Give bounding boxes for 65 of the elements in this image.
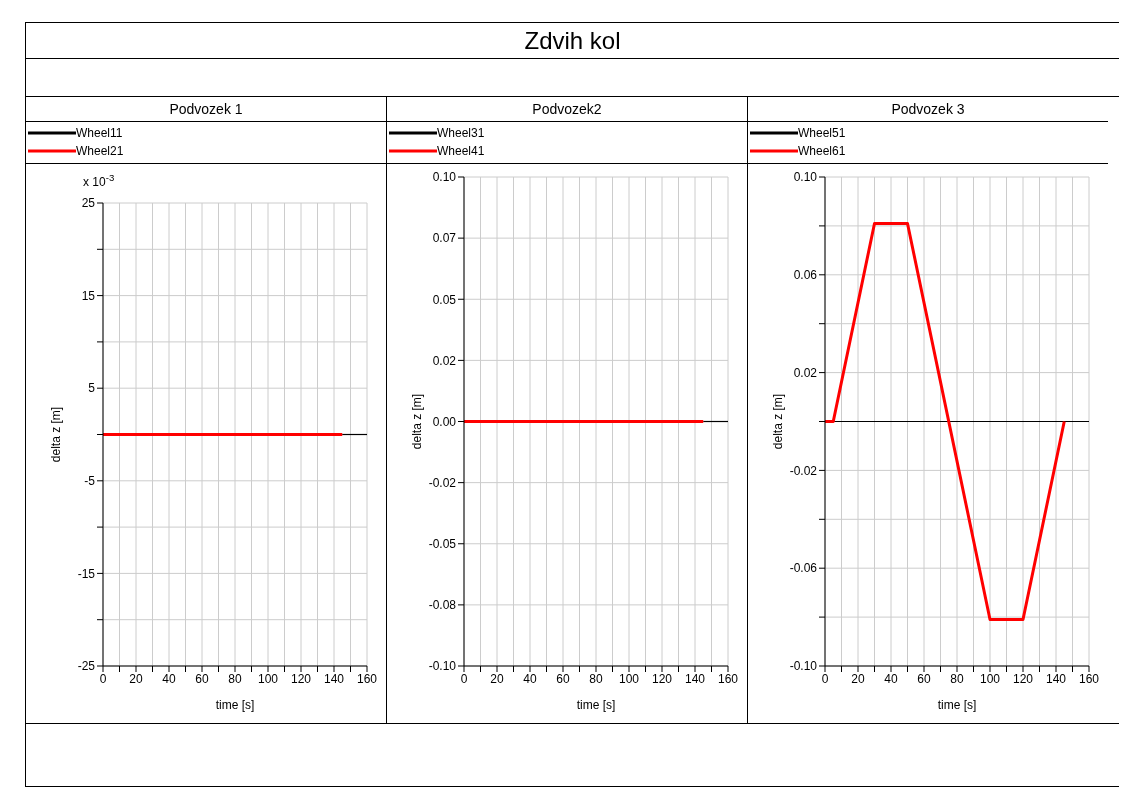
x-tick-label: 160 xyxy=(356,671,378,686)
y-tick-label: -25 xyxy=(77,659,96,674)
legend-label: Wheel11 xyxy=(76,126,123,140)
y-axis-title: delta z [m] xyxy=(771,393,786,450)
y-tick-label: 5 xyxy=(88,381,96,396)
y-tick-label: -15 xyxy=(77,566,96,581)
x-tick-label: 120 xyxy=(1012,671,1034,686)
x-axis-title: time [s] xyxy=(576,698,616,712)
y-tick-label: -0.06 xyxy=(789,561,818,576)
text: Zdvih kol xyxy=(26,23,1119,59)
x-tick-label: 20 xyxy=(851,671,865,686)
y-tick-label: 15 xyxy=(81,288,96,303)
x-tick-label: 140 xyxy=(323,671,345,686)
chart-title: Podvozek2 xyxy=(387,97,747,122)
x-tick-label: 120 xyxy=(290,671,312,686)
x-tick-label: 140 xyxy=(684,671,706,686)
x-tick-label: 80 xyxy=(950,671,964,686)
y-tick-label: 0.02 xyxy=(432,353,457,368)
x-tick-label: 140 xyxy=(1045,671,1067,686)
y-axis-title: delta z [m] xyxy=(410,393,425,450)
y-tick-label: -0.02 xyxy=(789,463,818,478)
x-tick-label: 0 xyxy=(460,671,468,686)
chart-title: Podvozek 3 xyxy=(748,97,1108,122)
chart-title: Podvozek 1 xyxy=(26,97,386,122)
y-tick-label: 0.05 xyxy=(432,292,457,307)
x-tick-label: 80 xyxy=(228,671,242,686)
y-tick-label: -0.10 xyxy=(789,659,818,674)
x-tick-label: 40 xyxy=(884,671,898,686)
x-axis-title: time [s] xyxy=(215,698,255,712)
x-tick-label: 0 xyxy=(99,671,107,686)
x-tick-label: 20 xyxy=(490,671,504,686)
x-tick-label: 40 xyxy=(162,671,176,686)
legend-label: Wheel31 xyxy=(437,126,485,140)
y-tick-label: 0.00 xyxy=(432,414,457,429)
y-tick-label: -0.05 xyxy=(428,537,457,552)
y-tick-label: -0.08 xyxy=(428,598,457,613)
y-axis-title: delta z [m] xyxy=(49,406,64,463)
x-tick-label: 100 xyxy=(618,671,640,686)
x-tick-label: 60 xyxy=(917,671,931,686)
x-tick-label: 80 xyxy=(589,671,603,686)
y-tick-label: 0.06 xyxy=(793,268,818,283)
x-tick-label: 100 xyxy=(257,671,279,686)
y-tick-label: -5 xyxy=(84,474,96,489)
y-tick-label: -0.02 xyxy=(428,475,457,490)
x-tick-label: 60 xyxy=(556,671,570,686)
x-tick-label: 100 xyxy=(979,671,1001,686)
y-tick-label: -0.10 xyxy=(428,659,457,674)
x-tick-label: 0 xyxy=(821,671,829,686)
y-tick-label: 0.10 xyxy=(432,170,457,185)
legend-label: Wheel41 xyxy=(437,144,485,158)
x-tick-label: 40 xyxy=(523,671,537,686)
legend-label: Wheel61 xyxy=(798,144,846,158)
x-tick-label: 160 xyxy=(717,671,739,686)
legend-label: Wheel51 xyxy=(798,126,846,140)
x-tick-label: 20 xyxy=(129,671,143,686)
y-tick-label: 25 xyxy=(81,196,96,211)
text: x 10$^{-3}$ xyxy=(83,171,115,189)
x-tick-label: 60 xyxy=(195,671,209,686)
y-tick-label: 0.07 xyxy=(432,231,457,246)
x-tick-label: 120 xyxy=(651,671,673,686)
x-tick-label: 160 xyxy=(1078,671,1100,686)
legend-label: Wheel21 xyxy=(76,144,124,158)
y-tick-label: 0.02 xyxy=(793,365,818,380)
y-tick-label: 0.10 xyxy=(793,170,818,185)
x-axis-title: time [s] xyxy=(937,698,977,712)
